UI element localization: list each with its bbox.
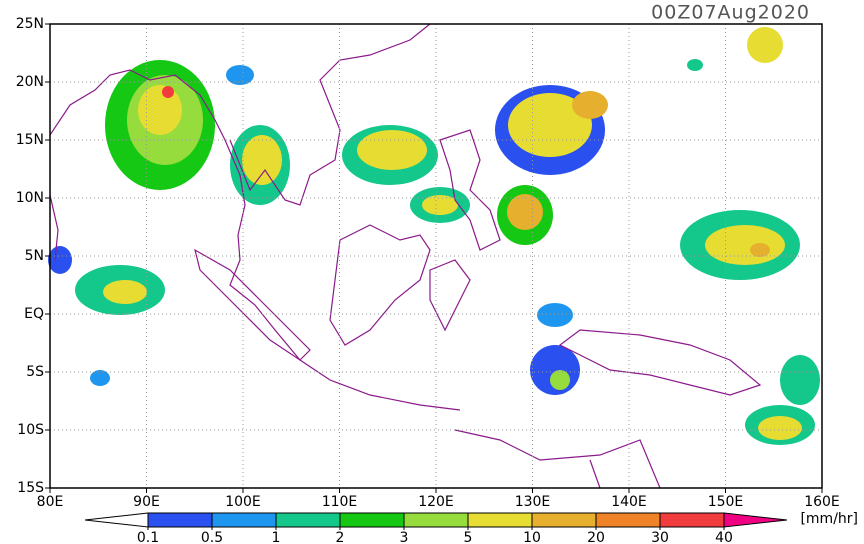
rain-cluster [48, 27, 820, 445]
lat-tick-label: 15S [17, 480, 44, 496]
lat-tick-label: 5S [26, 364, 44, 380]
colorbar-label: 3 [400, 530, 409, 544]
lon-tick-label: 100E [225, 494, 261, 510]
lon-tick-label: 130E [515, 494, 551, 510]
lat-tick-label: 10S [17, 422, 44, 438]
lon-tick-label: 120E [418, 494, 454, 510]
colorbar-box [211, 512, 277, 528]
colorbar-box [403, 512, 469, 528]
colorbar-box [147, 512, 213, 528]
colorbar-label: 0.1 [137, 530, 159, 544]
map-frame [49, 23, 823, 489]
colorbar-box [275, 512, 341, 528]
lon-tick-label: 110E [322, 494, 358, 510]
lat-tick-label: 10N [16, 190, 44, 206]
colorbar-label: 1 [272, 530, 281, 544]
lon-tick-label: 80E [37, 494, 64, 510]
colorbar-box [531, 512, 597, 528]
colorbar-box [595, 512, 661, 528]
colorbar-label: 2 [336, 530, 345, 544]
colorbar-label: 5 [464, 530, 473, 544]
colorbar-label: 20 [587, 530, 605, 544]
colorbar-box [339, 512, 405, 528]
rain-areas [48, 27, 820, 445]
colorbar-label: 0.5 [201, 530, 223, 544]
lat-tick-label: EQ [24, 306, 44, 322]
colorbar-label: 40 [715, 530, 733, 544]
colorbar-label: 30 [651, 530, 669, 544]
lat-tick-label: 15N [16, 132, 44, 148]
colorbar-box [659, 512, 725, 528]
colorbar-triangle [723, 512, 788, 528]
lon-tick-label: 140E [611, 494, 647, 510]
coastlines [49, 23, 762, 489]
colorbar-box [467, 512, 533, 528]
colorbar-triangle [84, 512, 149, 528]
colorbar-label: 10 [523, 530, 541, 544]
lat-tick-label: 25N [16, 16, 44, 32]
lat-tick-label: 20N [16, 74, 44, 90]
map-title: 00Z07Aug2020 [651, 2, 810, 24]
lon-tick-label: 160E [804, 494, 840, 510]
lon-tick-label: 150E [708, 494, 744, 510]
lat-tick-label: 5N [25, 248, 44, 264]
colorbar-unit: [mm/hr] [800, 511, 858, 527]
lon-tick-label: 90E [133, 494, 160, 510]
